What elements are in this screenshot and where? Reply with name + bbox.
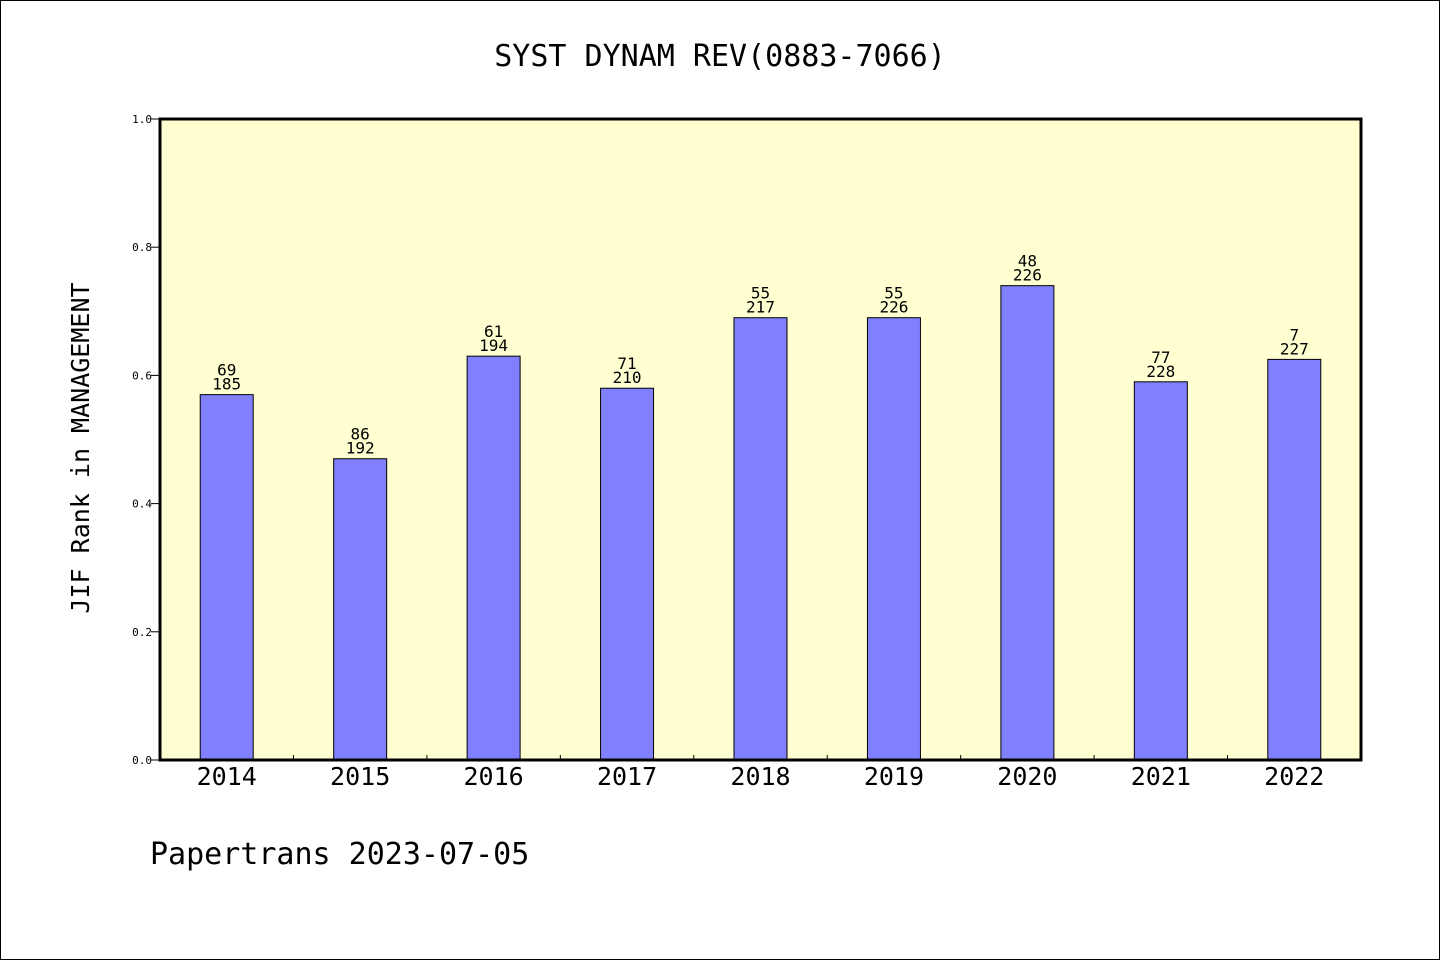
y-tick-label: 0.4 [132, 498, 152, 511]
bar-rank-label: 61 [484, 322, 503, 341]
x-tick-label: 2022 [1264, 762, 1324, 791]
bar-rank-label: 71 [617, 354, 636, 373]
bar-rank-label: 55 [884, 284, 903, 303]
x-tick-label: 2018 [730, 762, 790, 791]
bar [199, 394, 254, 761]
bar-total-label: 217 [746, 298, 775, 317]
y-axis-label: JIF Rank in MANAGEMENT [66, 282, 95, 613]
bar-total-label: 226 [879, 298, 908, 317]
x-tick-label: 2019 [864, 762, 924, 791]
x-axis: 2014 2015 2016 2017 2018 2019 2020 2021 2022 [197, 755, 1324, 791]
x-tick-label: 2015 [330, 762, 390, 791]
data-labels: 6918586192611947121055217552264822677228… [212, 252, 1308, 458]
y-tick-label: 0.0 [132, 754, 152, 767]
bar [1267, 358, 1322, 761]
bar-rank-label: 86 [351, 425, 370, 444]
y-axis: 0.0 0.2 0.4 0.6 0.8 1.0 [132, 113, 160, 767]
bar-total-label: 227 [1280, 339, 1309, 358]
y-tick-label: 0.6 [132, 369, 152, 382]
y-tick-label: 1.0 [132, 113, 152, 126]
bar-total-label: 228 [1146, 362, 1175, 381]
chart-title: SYST DYNAM REV(0883-7066) [494, 39, 946, 74]
x-tick-label: 2016 [464, 762, 524, 791]
bar [600, 387, 655, 761]
bar-rank-label: 7 [1289, 325, 1299, 344]
bar-total-label: 192 [346, 439, 375, 458]
footer-credit: Papertrans 2023-07-05 [150, 837, 529, 872]
bar-total-label: 194 [479, 336, 508, 355]
x-tick-label: 2017 [597, 762, 657, 791]
x-tick-label: 2021 [1131, 762, 1191, 791]
bar [1133, 381, 1188, 761]
bar [1000, 285, 1055, 761]
bar-rank-label: 55 [751, 284, 770, 303]
y-tick-label: 0.2 [132, 626, 152, 639]
plot-border [158, 117, 1363, 762]
bar-series [199, 285, 1322, 761]
bar-rank-label: 48 [1018, 252, 1037, 271]
bar [733, 317, 788, 761]
bar [866, 317, 921, 761]
x-tick-label: 2014 [197, 762, 257, 791]
bar-rank-label: 77 [1151, 348, 1170, 367]
bar-total-label: 210 [613, 368, 642, 387]
bar-total-label: 185 [212, 375, 241, 394]
bar-rank-label: 69 [217, 361, 236, 380]
x-tick-label: 2020 [997, 762, 1057, 791]
bar [333, 458, 388, 761]
bar [466, 355, 521, 761]
y-tick-label: 0.8 [132, 241, 152, 254]
bar-total-label: 226 [1013, 266, 1042, 285]
